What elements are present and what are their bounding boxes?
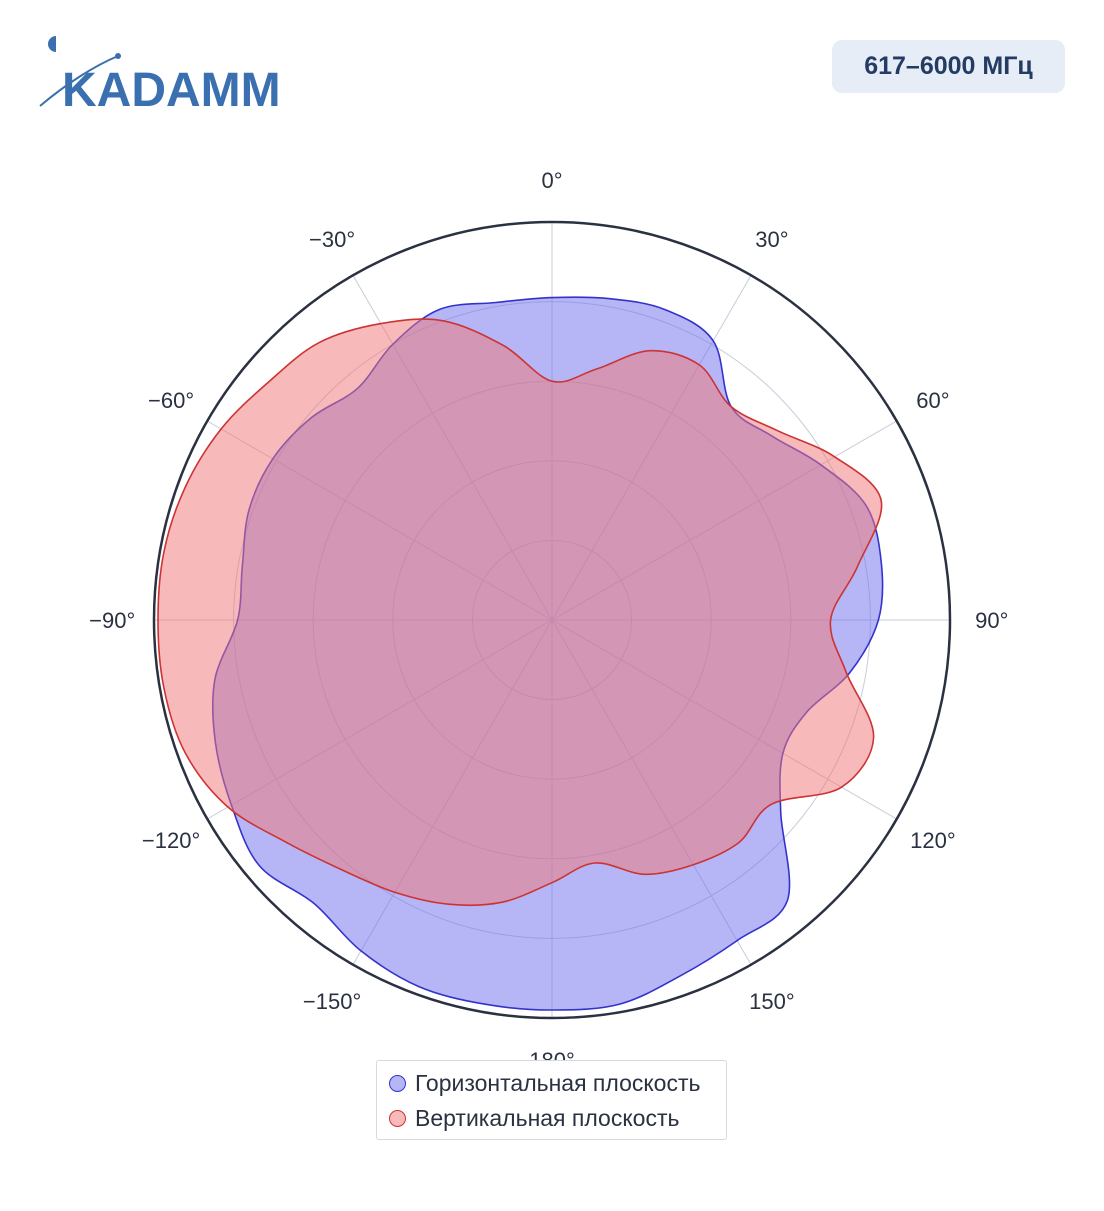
angular-tick-label: 180° <box>529 1048 575 1060</box>
angular-tick-label: 0° <box>541 168 562 193</box>
series-layer <box>157 296 884 1011</box>
legend-item-horizontal[interactable]: Горизонтальная плоскость <box>389 1069 701 1097</box>
legend-label-vertical: Вертикальная плоскость <box>415 1104 680 1131</box>
legend-item-vertical[interactable]: Вертикальная плоскость <box>389 1104 679 1132</box>
angular-tick-label: −150° <box>303 989 361 1014</box>
kadamm-logo: KADAMM <box>36 32 296 117</box>
legend-swatch-horizontal <box>389 1074 406 1092</box>
polar-outer-ring <box>152 220 952 1020</box>
legend-swatch-vertical <box>389 1109 406 1127</box>
angular-tick-label: 30° <box>755 227 788 252</box>
frequency-badge: 617–6000 МГц <box>832 40 1065 93</box>
angular-tick-labels: 0° 30° 60° 90° 120° 150° 180° −150° −120° −90° −60… <box>89 168 1008 1060</box>
angular-tick-label: 90° <box>975 608 1008 633</box>
angular-tick-label: 150° <box>749 989 795 1014</box>
legend-label-horizontal: Горизонтальная плоскость <box>415 1069 701 1096</box>
angular-tick-label: 120° <box>910 828 956 853</box>
logo-text: KADAMM <box>62 64 281 116</box>
angular-tick-label: 60° <box>916 388 949 413</box>
chart-legend: Горизонтальная плоскость Вертикальная пл… <box>376 1060 727 1140</box>
logo-dot-icon <box>115 53 121 59</box>
polar-frame <box>152 220 952 1020</box>
angular-tick-label: −30° <box>309 227 355 252</box>
angular-tick-label: −120° <box>142 828 200 853</box>
series-vertical-area[interactable] <box>157 318 883 907</box>
angular-tick-label: −90° <box>89 608 135 633</box>
angular-tick-label: −60° <box>148 388 194 413</box>
polar-radiation-chart: 0° 30° 60° 90° 120° 150° 180° −150° −120° −90° −60… <box>89 168 1008 1060</box>
logo-mark-icon <box>48 36 56 52</box>
logo-arc-icon <box>39 55 119 107</box>
